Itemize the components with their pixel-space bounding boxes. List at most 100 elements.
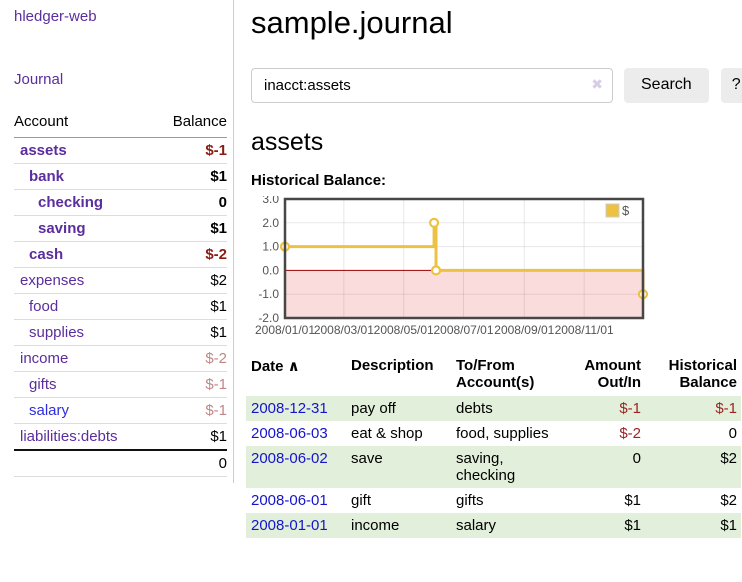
help-button[interactable]: ? (720, 67, 742, 103)
register-table-body: 2008-12-31 pay off debts $-1 $-1 2008-06-03 ea… (246, 395, 741, 538)
transaction-date-link[interactable]: 2008-06-01 (251, 491, 328, 509)
account-link[interactable]: saving (38, 220, 86, 237)
account-row: liabilities:debts $1 (14, 423, 227, 451)
account-link[interactable]: bank (29, 168, 65, 185)
transaction-amount: 0 (632, 449, 641, 467)
account-row: cash $-2 (14, 241, 227, 268)
transaction-date-link[interactable]: 2008-12-31 (251, 399, 328, 417)
transaction-balance: $1 (720, 516, 737, 534)
y-tick-label: 2.0 (262, 215, 279, 229)
accounts-table: Account Balance assets $-1 bank $1 checking 0… (14, 109, 227, 477)
transaction-description: eat & shop (351, 424, 423, 442)
transaction-description: income (351, 516, 400, 534)
sort-asc-icon: ∧ (283, 357, 300, 375)
x-tick-label: 2008/11/01 (555, 323, 614, 337)
account-row: salary $-1 (14, 397, 227, 424)
x-tick-label: 2008/01/01 (255, 323, 315, 337)
register-col-label: Amount Out/In (584, 356, 641, 391)
account-row: food $1 (14, 293, 227, 320)
transaction-amount: $1 (624, 516, 641, 534)
account-link[interactable]: gifts (29, 376, 57, 393)
transaction-description: pay off (351, 399, 396, 417)
y-tick-label: -2.0 (258, 311, 279, 325)
account-link[interactable]: checking (38, 194, 104, 211)
account-row: assets $-1 (14, 137, 227, 164)
data-point-marker (430, 264, 442, 276)
x-tick-label: 2008/05/01 (374, 323, 434, 337)
transaction-amount: $-2 (619, 424, 641, 442)
account-title: assets (251, 127, 324, 156)
transaction-description: save (351, 449, 383, 467)
transaction-amount: $1 (624, 491, 641, 509)
x-tick-label: 2008/07/01 (433, 323, 493, 337)
register-col-amount: Amount Out/In (551, 354, 641, 396)
account-balance: $1 (153, 215, 227, 242)
transaction-accounts: salary (456, 516, 497, 534)
account-balance: $-1 (153, 137, 227, 164)
account-link[interactable]: food (29, 298, 59, 315)
register-col-label: Date (251, 357, 284, 375)
transaction-date-link[interactable]: 2008-06-02 (251, 449, 328, 467)
clear-search-icon[interactable]: ✖ (591, 75, 603, 92)
transaction-amount: $-1 (619, 399, 641, 417)
y-tick-label: -1.0 (258, 287, 279, 301)
accounts-header-row: Account Balance (14, 109, 227, 138)
search-button[interactable]: Search (624, 67, 709, 103)
transaction-balance: $-1 (715, 399, 737, 417)
accounts-header-balance: Balance (153, 109, 227, 138)
account-link[interactable]: expenses (20, 272, 85, 289)
account-link[interactable]: income (20, 350, 69, 367)
account-link[interactable]: liabilities:debts (20, 428, 118, 445)
register-col-date[interactable]: Date ∧ (246, 354, 346, 396)
account-link[interactable]: salary (29, 402, 70, 419)
account-balance: 0 (153, 189, 227, 216)
sidebar: hledger-web Journal Account Balance asse… (0, 0, 234, 483)
x-tick-label: 2008/09/01 (494, 323, 554, 337)
register-col-label: Historical Balance (668, 356, 737, 391)
register-col-label: Description (351, 356, 434, 374)
plot-border (283, 197, 645, 319)
transaction-date-link[interactable]: 2008-06-03 (251, 424, 328, 442)
search-form: ✖ Search ? (251, 67, 742, 103)
account-link[interactable]: cash (29, 246, 64, 263)
transaction-accounts: saving, checking (456, 449, 516, 484)
account-row: bank $1 (14, 163, 227, 190)
transaction-balance: $2 (720, 491, 737, 509)
register-table: Date ∧ Description To/From Account(s) Amoun… (246, 354, 741, 538)
account-link[interactable]: supplies (29, 324, 85, 341)
transaction-balance: 0 (728, 424, 737, 442)
account-link[interactable]: assets (20, 142, 67, 159)
data-point-marker (428, 217, 440, 228)
legend-swatch (605, 203, 620, 218)
account-balance: $-1 (153, 397, 227, 424)
sidebar-item-journal[interactable]: Journal (14, 71, 64, 88)
page-title: sample.journal (251, 5, 453, 40)
y-tick-label: 0.0 (262, 263, 279, 277)
accounts-total-value: 0 (153, 450, 227, 477)
transaction-accounts: food, supplies (456, 424, 549, 442)
register-row: 2008-12-31 pay off debts $-1 $-1 (246, 395, 741, 421)
transaction-description: gift (351, 491, 372, 509)
register-header-row: Date ∧ Description To/From Account(s) Amoun… (246, 354, 741, 396)
y-tick-label: 3.0 (262, 196, 279, 206)
brand-link[interactable]: hledger-web (14, 8, 97, 25)
search-input[interactable] (251, 67, 613, 103)
search-box: ✖ (251, 67, 613, 103)
account-row: saving $1 (14, 215, 227, 242)
accounts-total-row: 0 (14, 450, 227, 477)
x-tick-label: 2008/03/01 (314, 323, 374, 337)
y-tick-label: 1.0 (262, 239, 279, 253)
main-content: sample.journal ✖ Search ? assets Histori… (234, 0, 742, 538)
register-row: 2008-01-01 income salary $1 $1 (246, 512, 741, 538)
account-balance: $1 (153, 423, 227, 451)
historical-balance-chart: $3.0 2.0 1.0 0.0 -1.0 -2.02008/01/012008/03/0… (255, 196, 649, 337)
account-row: checking 0 (14, 189, 227, 216)
transaction-date-link[interactable]: 2008-01-01 (251, 516, 328, 534)
account-balance: $2 (153, 267, 227, 294)
account-balance: $-2 (153, 345, 227, 372)
register-row: 2008-06-02 save saving, checking 0 $2 (246, 445, 741, 488)
register-col-description: Description (346, 354, 451, 396)
accounts-table-body: assets $-1 bank $1 checking 0 saving $1 cash $-2 e… (14, 137, 227, 451)
transaction-balance: $2 (720, 449, 737, 467)
register-row: 2008-06-03 eat & shop food, supplies $-2 0 (246, 421, 741, 446)
